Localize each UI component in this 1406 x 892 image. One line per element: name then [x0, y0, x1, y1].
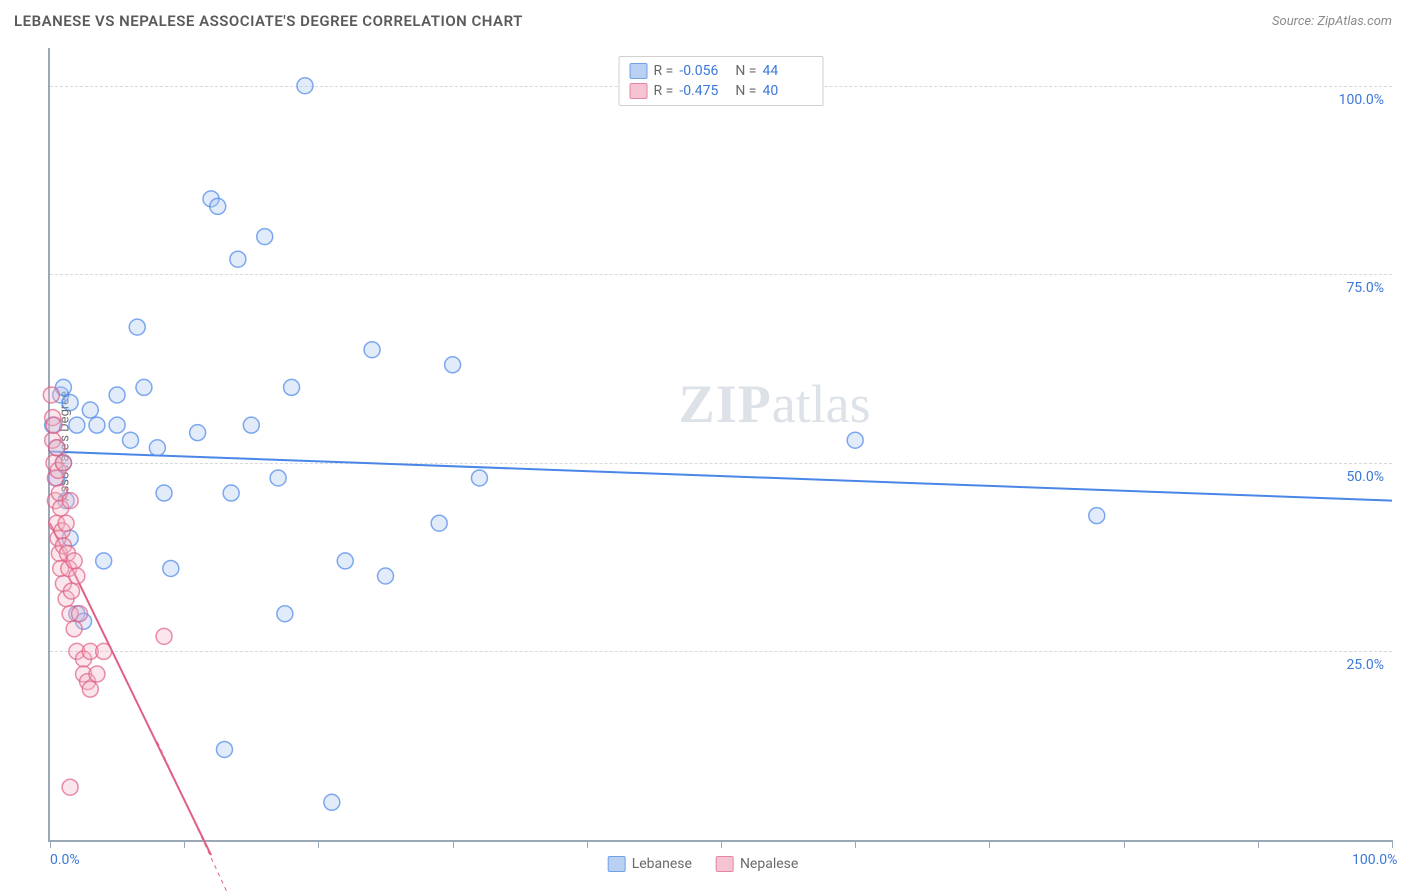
data-point	[63, 583, 79, 599]
legend-label: Lebanese	[632, 856, 692, 872]
data-point	[471, 470, 487, 486]
data-point	[62, 395, 78, 411]
swatch-icon	[716, 856, 734, 872]
data-point	[109, 417, 125, 433]
r-value: -0.475	[679, 83, 729, 99]
data-point	[89, 417, 105, 433]
data-point	[58, 515, 74, 531]
stat-row-nepalese: R = -0.475 N = 40	[630, 81, 813, 101]
data-point	[69, 417, 85, 433]
xtick	[855, 840, 856, 848]
data-point	[216, 741, 232, 757]
data-point	[243, 417, 259, 433]
data-point	[43, 387, 59, 403]
xtick	[50, 840, 51, 848]
data-point	[364, 342, 380, 358]
data-point	[72, 606, 88, 622]
xtick	[721, 840, 722, 848]
data-point	[136, 379, 152, 395]
data-point	[163, 560, 179, 576]
data-point	[337, 553, 353, 569]
legend-item-nepalese: Nepalese	[716, 856, 798, 872]
data-point	[62, 493, 78, 509]
data-point	[55, 455, 71, 471]
chart-container: ZIPatlas R = -0.056 N = 44 R = -0.475 N …	[48, 48, 1392, 842]
xtick-label: 0.0%	[50, 852, 80, 868]
bottom-legend: Lebanese Nepalese	[608, 856, 799, 872]
data-point	[82, 681, 98, 697]
data-point	[190, 425, 206, 441]
xtick	[1258, 840, 1259, 848]
data-point	[1089, 508, 1105, 524]
r-label: R =	[654, 63, 674, 79]
data-point	[149, 440, 165, 456]
data-point	[230, 251, 246, 267]
swatch-icon	[630, 83, 648, 99]
source-attribution: Source: ZipAtlas.com	[1272, 14, 1392, 29]
n-label: N =	[735, 83, 756, 99]
data-point	[378, 568, 394, 584]
data-point	[109, 387, 125, 403]
xtick	[989, 840, 990, 848]
data-point	[156, 485, 172, 501]
data-point	[123, 432, 139, 448]
swatch-icon	[630, 63, 648, 79]
plot-area: ZIPatlas R = -0.056 N = 44 R = -0.475 N …	[48, 48, 1392, 842]
data-point	[96, 643, 112, 659]
swatch-icon	[608, 856, 626, 872]
data-point	[210, 198, 226, 214]
data-point	[277, 606, 293, 622]
data-point	[82, 402, 98, 418]
stats-box: R = -0.056 N = 44 R = -0.475 N = 40	[619, 56, 824, 106]
xtick	[184, 840, 185, 848]
n-value: 40	[762, 83, 812, 99]
data-point	[297, 78, 313, 94]
data-point	[324, 794, 340, 810]
header: LEBANESE VS NEPALESE ASSOCIATE'S DEGREE …	[14, 12, 1392, 30]
legend-label: Nepalese	[740, 856, 798, 872]
r-label: R =	[654, 83, 674, 99]
xtick	[318, 840, 319, 848]
n-label: N =	[735, 63, 756, 79]
data-point	[66, 621, 82, 637]
data-point	[69, 568, 85, 584]
data-point	[96, 553, 112, 569]
chart-title: LEBANESE VS NEPALESE ASSOCIATE'S DEGREE …	[14, 12, 523, 30]
stat-row-lebanese: R = -0.056 N = 44	[630, 61, 813, 81]
data-point	[284, 379, 300, 395]
data-point	[46, 417, 62, 433]
xtick	[587, 840, 588, 848]
xtick	[453, 840, 454, 848]
data-point	[62, 779, 78, 795]
data-point	[431, 515, 447, 531]
data-point	[66, 553, 82, 569]
xtick	[1392, 840, 1393, 848]
n-value: 44	[762, 63, 812, 79]
data-point	[257, 229, 273, 245]
data-point	[223, 485, 239, 501]
xtick	[1124, 840, 1125, 848]
data-point	[49, 440, 65, 456]
r-value: -0.056	[679, 63, 729, 79]
data-point	[445, 357, 461, 373]
data-point	[847, 432, 863, 448]
data-point	[129, 319, 145, 335]
data-point	[270, 470, 286, 486]
xtick-label: 100.0%	[1352, 852, 1397, 868]
data-point	[156, 628, 172, 644]
scatter-svg	[50, 48, 1392, 840]
legend-item-lebanese: Lebanese	[608, 856, 692, 872]
data-point	[89, 666, 105, 682]
